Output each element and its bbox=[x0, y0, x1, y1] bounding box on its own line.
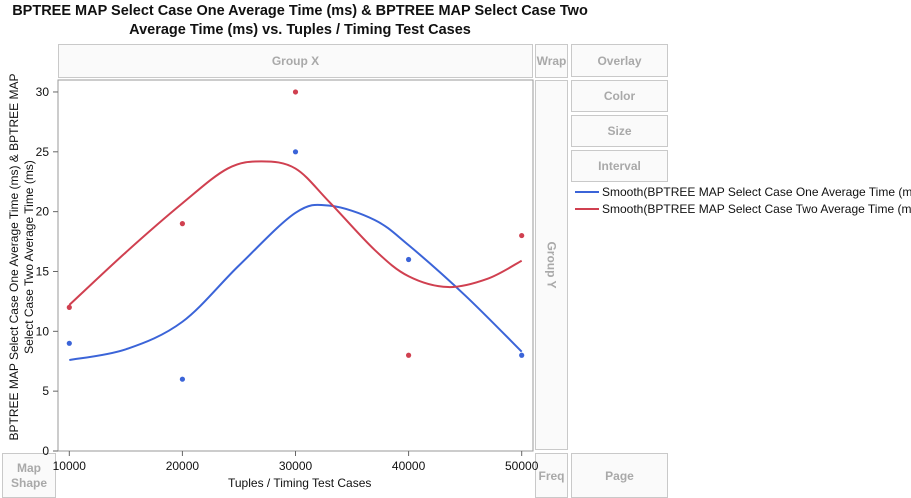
x-axis-title: Tuples / Timing Test Cases bbox=[228, 476, 372, 490]
x-tick-label-1: 20000 bbox=[166, 459, 200, 473]
legend: Smooth(BPTREE MAP Select Case One Averag… bbox=[575, 183, 911, 217]
chart-title: BPTREE MAP Select Case One Average Time … bbox=[0, 2, 600, 40]
page-label: Page bbox=[605, 468, 634, 483]
point-series-1-1[interactable] bbox=[179, 376, 186, 382]
point-series-2-0[interactable] bbox=[66, 304, 72, 310]
overlay-zone[interactable]: Overlay bbox=[571, 44, 668, 77]
wrap-label: Wrap bbox=[536, 54, 567, 68]
x-axis: 10000 20000 30000 40000 50000 bbox=[53, 451, 539, 473]
legend-label-one: Smooth(BPTREE MAP Select Case One Averag… bbox=[602, 184, 911, 199]
y-tick-label-6: 30 bbox=[36, 85, 50, 99]
color-label: Color bbox=[603, 89, 636, 103]
wrap-zone[interactable]: Wrap bbox=[535, 44, 568, 78]
x-tick-label-2: 30000 bbox=[279, 459, 313, 473]
point-series-2-3[interactable] bbox=[405, 352, 412, 358]
interval-label: Interval bbox=[598, 159, 641, 173]
y-tick-label-1: 5 bbox=[42, 384, 49, 398]
point-series-2-2[interactable] bbox=[292, 89, 299, 95]
color-zone[interactable]: Color bbox=[571, 80, 668, 112]
point-series-1-2[interactable] bbox=[292, 149, 299, 155]
y-tick-label-5: 25 bbox=[36, 145, 50, 159]
size-label: Size bbox=[607, 124, 632, 138]
y-tick-label-4: 20 bbox=[36, 205, 50, 219]
group-x-label: Group X bbox=[271, 54, 320, 68]
map-shape-label: Map Shape bbox=[10, 460, 47, 490]
freq-label: Freq bbox=[538, 468, 565, 483]
point-series-1-3[interactable] bbox=[405, 256, 412, 263]
group-x-zone[interactable]: Group X bbox=[58, 44, 533, 78]
group-y-zone[interactable]: Group Y bbox=[535, 80, 568, 450]
x-tick-label-0: 10000 bbox=[53, 459, 87, 473]
y-tick-label-0: 0 bbox=[42, 444, 49, 458]
y-tick-label-3: 15 bbox=[36, 264, 50, 278]
legend-swatch-two bbox=[575, 207, 599, 210]
point-series-2-4[interactable] bbox=[519, 232, 525, 239]
size-zone[interactable]: Size bbox=[571, 115, 668, 147]
plot-frame bbox=[57, 79, 534, 452]
legend-swatch-one bbox=[575, 190, 599, 193]
smooth-line-series-1 bbox=[69, 203, 523, 362]
y-tick-label-2: 10 bbox=[36, 324, 50, 338]
overlay-label: Overlay bbox=[597, 53, 642, 68]
point-series-1-0[interactable] bbox=[66, 340, 72, 346]
freq-zone[interactable]: Freq bbox=[535, 453, 568, 498]
smooth-line-series-2 bbox=[68, 160, 523, 306]
interval-zone[interactable]: Interval bbox=[571, 150, 668, 182]
chart-title-line-2: Average Time (ms) vs. Tuples / Timing Te… bbox=[129, 22, 471, 38]
map-shape-zone[interactable]: Map Shape bbox=[2, 453, 56, 498]
x-tick-label-4: 50000 bbox=[505, 459, 539, 473]
legend-item-one[interactable]: Smooth(BPTREE MAP Select Case One Averag… bbox=[575, 183, 911, 200]
y-axis: 0 5 10 15 20 25 30 bbox=[36, 85, 58, 458]
legend-label-two: Smooth(BPTREE MAP Select Case Two Averag… bbox=[602, 201, 911, 216]
legend-item-two[interactable]: Smooth(BPTREE MAP Select Case Two Averag… bbox=[575, 200, 911, 217]
x-tick-label-3: 40000 bbox=[392, 459, 426, 473]
point-series-1-4[interactable] bbox=[519, 352, 525, 358]
chart-title-line-1: BPTREE MAP Select Case One Average Time … bbox=[12, 3, 588, 19]
point-series-2-1[interactable] bbox=[179, 221, 186, 227]
smooth-curves bbox=[68, 160, 523, 362]
data-points bbox=[66, 89, 525, 382]
